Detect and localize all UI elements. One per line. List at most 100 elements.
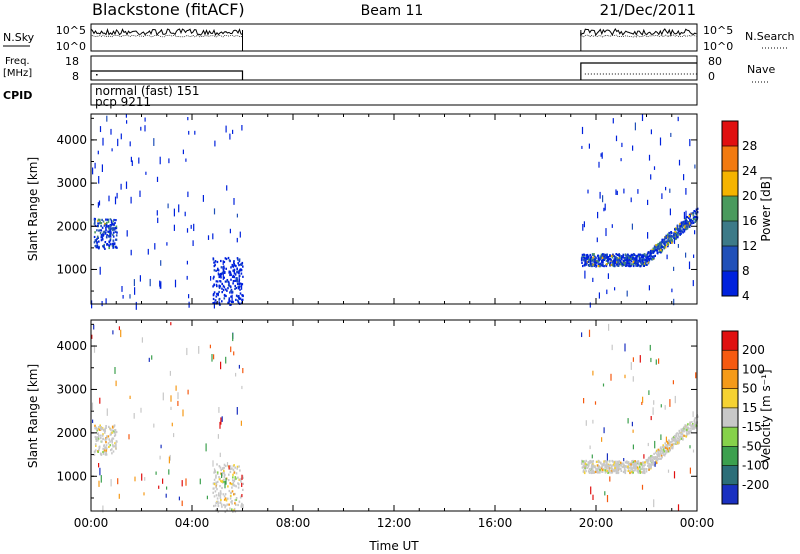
echo-point: [643, 470, 646, 473]
echo-point: [596, 237, 598, 243]
echo-point: [686, 424, 688, 427]
echo-point: [653, 457, 655, 460]
echo-point: [227, 497, 229, 500]
echo-point: [114, 196, 117, 205]
echo-point: [99, 266, 101, 275]
colorbar-segment: [722, 350, 738, 370]
echo-point: [228, 270, 231, 273]
echo-point: [187, 191, 189, 198]
echo-point: [236, 295, 239, 298]
echo-point: [695, 208, 698, 211]
echo-point: [222, 268, 225, 271]
echo-point: [221, 472, 224, 475]
echo-point: [621, 262, 623, 265]
echo-point: [679, 436, 681, 439]
echo-point: [632, 471, 634, 474]
echo-point: [234, 478, 236, 481]
nsky-frame: [90, 23, 698, 52]
echo-point: [608, 464, 611, 467]
echo-point: [102, 433, 104, 436]
nsearch-line: [90, 34, 243, 38]
echo-point: [229, 482, 232, 485]
echo-point: [644, 260, 647, 263]
echo-point: [622, 462, 624, 465]
echo-point: [688, 225, 691, 228]
echo-point: [232, 476, 234, 479]
echo-point: [682, 231, 684, 234]
echo-point: [654, 249, 657, 252]
echo-point: [113, 223, 115, 226]
echo-point: [675, 442, 677, 445]
echo-point: [212, 491, 214, 494]
echo-point: [646, 458, 649, 461]
echo-point: [106, 408, 108, 416]
echo-point: [583, 471, 586, 475]
echo-point: [653, 464, 655, 467]
echo-point: [650, 467, 652, 470]
echo-point: [611, 471, 614, 474]
echo-point: [102, 437, 104, 441]
echo-point: [693, 418, 696, 421]
echo-point: [647, 442, 649, 447]
echo-point: [230, 295, 232, 298]
echo-point: [112, 445, 114, 448]
echo-point: [215, 483, 218, 486]
echo-point: [97, 218, 100, 221]
echo-point: [590, 486, 592, 495]
echo-point: [613, 258, 615, 261]
echo-point: [593, 255, 596, 258]
echo-point: [615, 465, 618, 468]
echo-point: [173, 208, 175, 217]
echo-point: [637, 467, 639, 470]
echo-point: [91, 402, 94, 410]
echo-point: [227, 485, 229, 488]
echo-point: [597, 257, 600, 260]
echo-point: [607, 463, 610, 466]
echo-point: [630, 264, 633, 267]
echo-point: [96, 244, 99, 247]
echo-point: [231, 291, 233, 294]
echo-point: [650, 463, 652, 466]
echo-point: [650, 455, 652, 458]
echo-point: [586, 256, 589, 259]
echo-point: [642, 255, 645, 258]
echo-point: [668, 441, 671, 444]
echo-point: [589, 253, 592, 257]
echo-point: [106, 436, 108, 439]
echo-point: [202, 195, 204, 202]
echo-point: [235, 497, 238, 500]
echo-point: [227, 479, 230, 482]
echo-point: [632, 463, 634, 466]
echo-point: [658, 243, 661, 246]
echo-point: [219, 280, 222, 283]
echo-point: [671, 446, 673, 449]
nave-point: [96, 74, 98, 76]
echo-point: [659, 241, 661, 244]
echo-point: [133, 279, 135, 287]
echo-point: [188, 130, 190, 135]
freq-frame: [90, 55, 698, 81]
echo-point: [631, 421, 633, 427]
nave-tick-top: 80: [708, 55, 722, 68]
power-scatter: [91, 114, 699, 310]
echo-point: [656, 243, 659, 247]
echo-point: [647, 464, 649, 467]
echo-point: [641, 262, 643, 265]
echo-point: [650, 460, 653, 463]
echo-point: [627, 463, 630, 466]
echo-point: [654, 451, 657, 454]
echo-point: [616, 258, 618, 261]
echo-point: [239, 231, 241, 238]
echo-point: [154, 243, 156, 250]
echo-point: [219, 421, 221, 429]
echo-point: [625, 465, 627, 468]
echo-point: [223, 265, 225, 268]
echo-point: [592, 419, 594, 424]
echo-point: [105, 228, 107, 232]
echo-point: [648, 468, 650, 471]
echo-point: [160, 444, 162, 449]
nsearch-tick-top: 10^5: [703, 24, 733, 37]
echo-point: [635, 264, 637, 267]
echo-point: [589, 258, 591, 265]
echo-point: [615, 253, 618, 256]
